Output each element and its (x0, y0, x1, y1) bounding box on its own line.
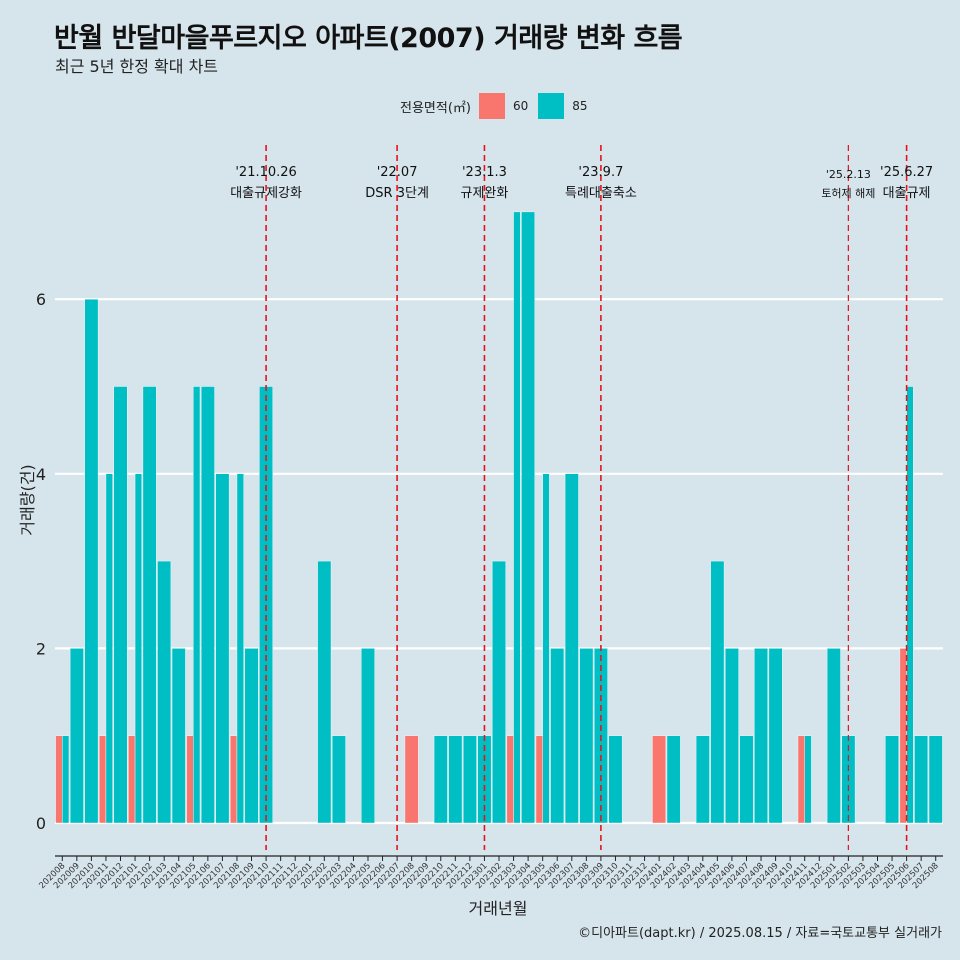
legend: 전용면적(㎡) 60 85 (400, 92, 598, 120)
bar-60-202011 (99, 735, 107, 824)
bar-60-202208 (404, 735, 419, 824)
event-date-label: '25.2.13 (826, 168, 871, 181)
bar-85-202402 (666, 735, 681, 824)
bar-60-202008 (55, 735, 63, 824)
bar-85-202108 (236, 473, 244, 824)
event-date-label: '22.07 (377, 165, 418, 180)
bar-85-202501 (826, 648, 841, 824)
bar-60-202305 (535, 735, 543, 824)
bar-85-202109 (244, 648, 259, 824)
axis-layer: 0246202008202009202010202011202012202101… (36, 290, 943, 891)
bar-85-202411 (804, 735, 812, 824)
event-date-label: '21.10.26 (235, 165, 296, 180)
bar-85-202405 (710, 560, 725, 824)
bar-60-202401 (652, 735, 667, 824)
bar-85-202105 (193, 386, 201, 824)
y-axis-label: 거래량(건) (18, 464, 37, 535)
bar-60-202506 (899, 648, 907, 824)
bar-85-202406 (725, 648, 739, 824)
bar-85-202409 (768, 648, 783, 824)
bar-85-202507 (914, 735, 929, 824)
source-caption: ©디아파트(dapt.kr) / 2025.08.15 / 자료=국토교통부 실… (578, 926, 942, 941)
bar-85-202505 (885, 735, 899, 824)
event-date-label: '25.6.27 (880, 165, 933, 180)
bar-85-202009 (69, 648, 84, 824)
bar-85-202205 (361, 648, 375, 824)
bar-85-202407 (739, 735, 754, 824)
bar-85-202211 (448, 735, 463, 824)
chart-subtitle: 최근 5년 한정 확대 차트 (55, 57, 219, 76)
y-tick-label: 6 (36, 290, 46, 309)
bar-85-202011 (105, 473, 113, 824)
annotation-layer: '21.10.26 대출규제강화 '22.07 DSR 3단계 '23.1.3 규제완화 '… (230, 145, 933, 850)
bar-60-202101 (128, 735, 136, 824)
x-axis-label: 거래년월 (469, 899, 528, 918)
bar-85-202305 (542, 473, 550, 824)
event-text-label: DSR 3단계 (365, 186, 429, 201)
event-text-label: 대출규제 (883, 186, 931, 201)
bar-85-202106 (200, 386, 215, 824)
bar-85-202010 (84, 299, 99, 824)
bar-85-202307 (564, 473, 579, 824)
y-tick-label: 2 (36, 639, 46, 658)
bar-85-202212 (462, 735, 477, 824)
bar-60-202303 (506, 735, 514, 824)
event-text-label: 규제완화 (461, 186, 509, 201)
legend-swatch-85 (538, 93, 565, 119)
event-date-label: '23.1.3 (462, 165, 507, 180)
bar-60-202411 (797, 735, 805, 824)
bar-85-202408 (754, 648, 768, 824)
bars-layer (55, 211, 943, 824)
bar-85-202107 (215, 473, 230, 824)
bar-85-202302 (492, 560, 506, 824)
bar-85-202102 (142, 386, 157, 824)
bar-85-202203 (331, 735, 346, 824)
bar-85-202202 (317, 560, 332, 824)
bar-85-202104 (171, 648, 186, 824)
bar-85-202012 (113, 386, 128, 824)
bar-85-202101 (134, 473, 142, 824)
chart-title: 반월 반달마을푸르지오 아파트(2007) 거래량 변화 흐름 (54, 23, 683, 54)
y-tick-label: 0 (36, 814, 46, 833)
bar-85-202310 (608, 735, 623, 824)
legend-label-85: 85 (572, 99, 588, 113)
y-tick-label: 4 (36, 465, 46, 484)
bar-85-202508 (928, 735, 943, 824)
bar-85-202404 (695, 735, 710, 824)
legend-swatch-60 (478, 93, 505, 119)
bar-60-202105 (186, 735, 194, 824)
bar-85-202303 (513, 211, 521, 824)
event-date-label: '23.9.7 (578, 165, 623, 180)
bar-60-202108 (230, 735, 238, 824)
legend-title: 전용면적(㎡) (400, 100, 471, 116)
event-text-label: 토허제 해제 (821, 186, 875, 200)
bar-85-202210 (433, 735, 448, 824)
bar-85-202304 (521, 211, 536, 824)
bar-85-202506 (906, 386, 914, 824)
bar-85-202008 (62, 735, 70, 824)
event-text-label: 대출규제강화 (230, 186, 302, 201)
bar-85-202308 (579, 648, 594, 824)
legend-label-60: 60 (512, 99, 529, 113)
bar-85-202306 (550, 648, 565, 824)
bar-85-202103 (157, 560, 172, 824)
event-text-label: 특례대출축소 (565, 186, 637, 201)
